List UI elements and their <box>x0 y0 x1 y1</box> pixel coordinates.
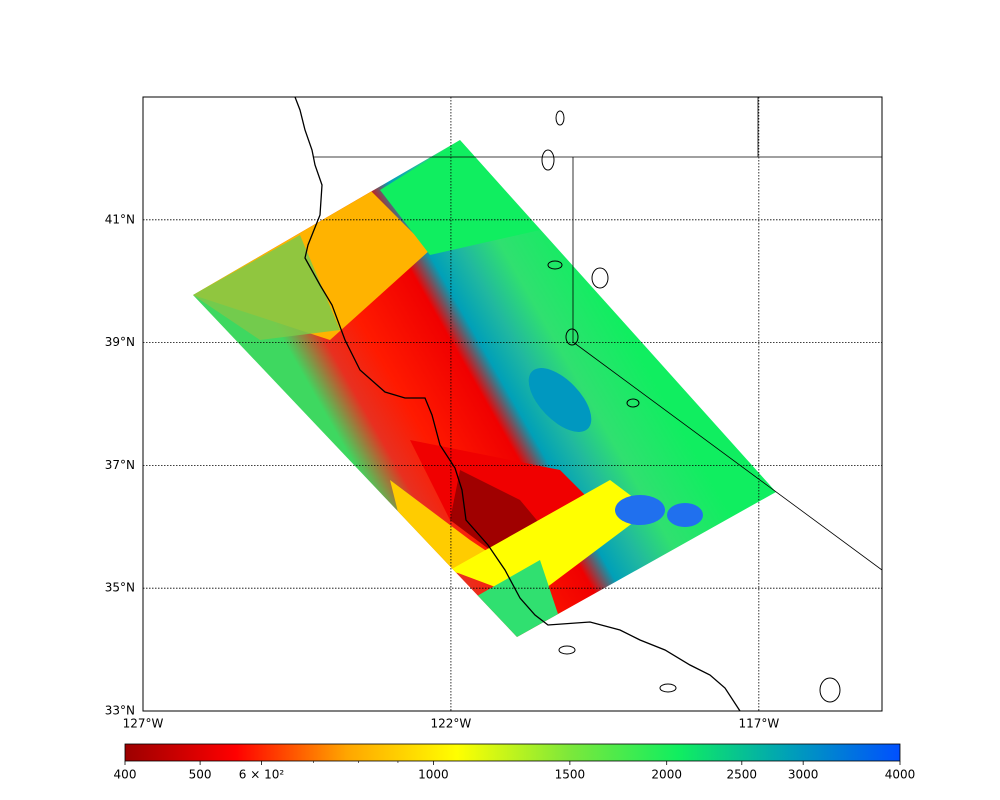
colorbar-tick-label: 1500 <box>555 768 586 782</box>
field-ne <box>380 140 540 255</box>
state-border <box>572 157 882 571</box>
field-band <box>450 480 650 600</box>
velocity-field <box>193 140 776 637</box>
y-tick-label: 37°N <box>105 458 135 472</box>
lake <box>547 260 563 270</box>
y-tick-label: 33°N <box>105 704 135 718</box>
x-tick-label: 122°W <box>431 717 472 731</box>
colorbar-tick-label: 3000 <box>788 768 819 782</box>
island <box>558 645 576 655</box>
colorbar-body <box>124 743 901 762</box>
colorbar-tick-label: 6 × 10² <box>239 768 285 782</box>
lake <box>626 398 640 408</box>
x-tick-label: 127°W <box>123 717 164 731</box>
coastline <box>294 97 741 711</box>
colorbar: 400 500 6 × 10² 1000 1500 2000 2500 3000 4000 <box>114 743 916 782</box>
island <box>659 683 677 693</box>
lake <box>555 110 565 126</box>
y-tick-label: 35°N <box>105 581 135 595</box>
lake <box>565 328 579 346</box>
y-tick-label: 41°N <box>105 212 135 226</box>
field-teal <box>528 368 592 432</box>
colorbar-tick-label: 2500 <box>727 768 758 782</box>
field-blue <box>615 495 665 525</box>
lake <box>541 149 555 171</box>
colorbar-tick-label: 500 <box>189 768 212 782</box>
field-south <box>390 480 500 575</box>
lake <box>591 267 609 289</box>
colorbar-tick-label: 4000 <box>885 768 916 782</box>
field-offshore <box>193 235 340 340</box>
colorbar-tick-label: 2000 <box>651 768 682 782</box>
x-tick-label: 117°W <box>738 717 779 731</box>
y-tick-label: 39°N <box>105 335 135 349</box>
map-frame <box>142 96 883 712</box>
field-blue <box>667 503 703 527</box>
colorbar-tick-label: 1000 <box>418 768 449 782</box>
colorbar-tick-label: 400 <box>114 768 137 782</box>
field-tip <box>470 560 560 637</box>
basemap <box>294 97 882 711</box>
lake <box>819 677 841 703</box>
